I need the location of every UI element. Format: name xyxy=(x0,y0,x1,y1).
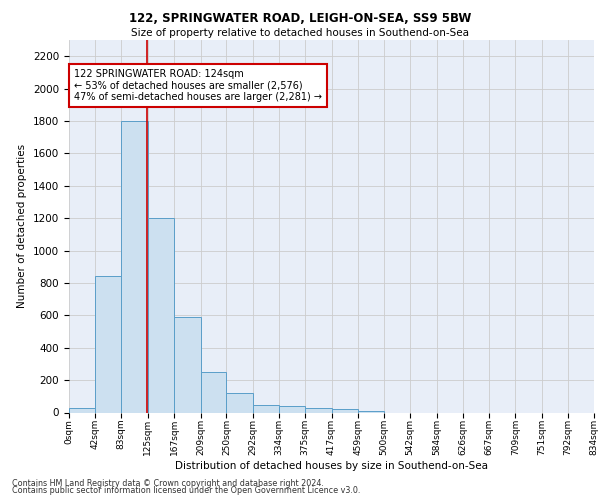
X-axis label: Distribution of detached houses by size in Southend-on-Sea: Distribution of detached houses by size … xyxy=(175,460,488,470)
Bar xyxy=(148,218,174,412)
Bar xyxy=(253,405,279,412)
Bar xyxy=(174,317,200,412)
Bar xyxy=(358,411,384,412)
Bar xyxy=(226,393,253,412)
Bar xyxy=(331,410,358,412)
Bar xyxy=(200,372,226,412)
Text: 122 SPRINGWATER ROAD: 124sqm
← 53% of detached houses are smaller (2,576)
47% of: 122 SPRINGWATER ROAD: 124sqm ← 53% of de… xyxy=(74,69,322,102)
Text: Contains public sector information licensed under the Open Government Licence v3: Contains public sector information licen… xyxy=(12,486,361,495)
Text: Size of property relative to detached houses in Southend-on-Sea: Size of property relative to detached ho… xyxy=(131,28,469,38)
Bar xyxy=(305,408,331,412)
Bar xyxy=(121,121,148,412)
Y-axis label: Number of detached properties: Number of detached properties xyxy=(17,144,28,308)
Text: 122, SPRINGWATER ROAD, LEIGH-ON-SEA, SS9 5BW: 122, SPRINGWATER ROAD, LEIGH-ON-SEA, SS9… xyxy=(129,12,471,26)
Bar xyxy=(95,276,121,412)
Bar xyxy=(279,406,305,412)
Bar xyxy=(69,408,95,412)
Text: Contains HM Land Registry data © Crown copyright and database right 2024.: Contains HM Land Registry data © Crown c… xyxy=(12,478,324,488)
